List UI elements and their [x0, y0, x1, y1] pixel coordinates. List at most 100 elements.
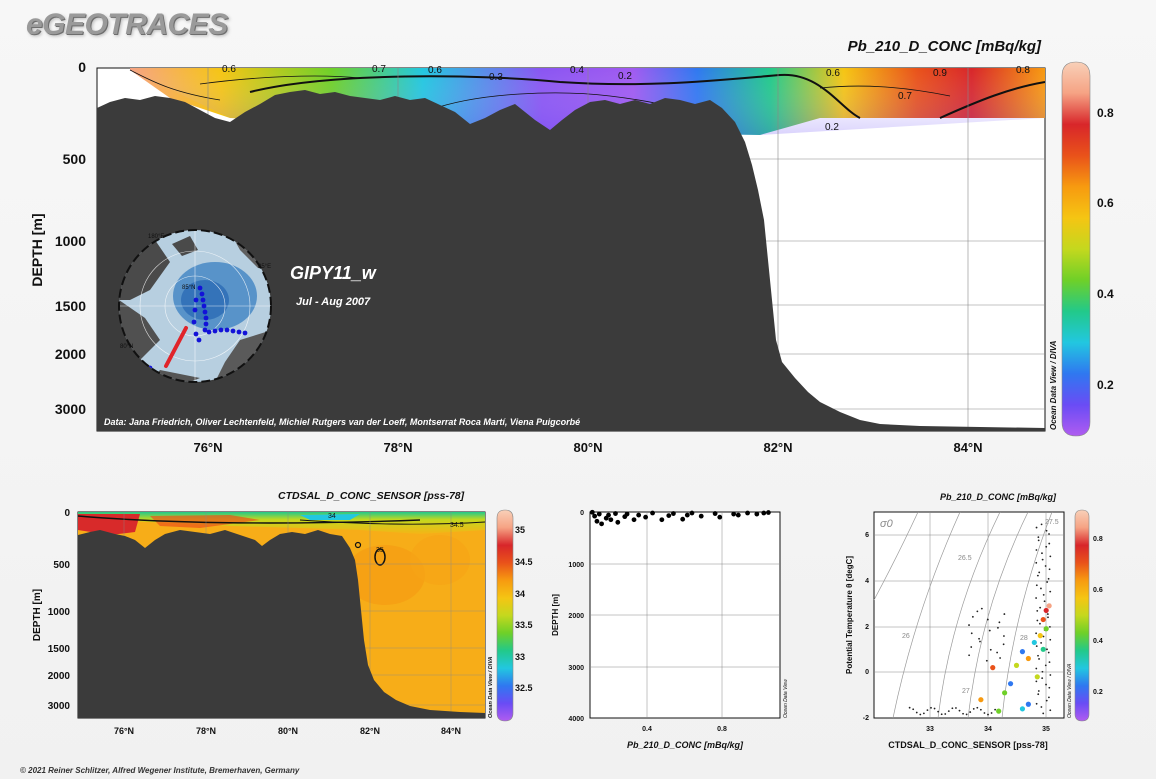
ts-background-point	[1047, 577, 1050, 580]
profile-point	[613, 511, 618, 516]
profile-point	[599, 521, 604, 527]
ts-background-point	[1041, 558, 1044, 561]
ts-point	[1031, 639, 1037, 646]
profile-point	[680, 516, 686, 522]
copyright: © 2021 Reiner Schlitzer, Alfred Wegener …	[20, 766, 300, 775]
ts-point	[1002, 690, 1008, 696]
svg-text:0: 0	[78, 59, 86, 75]
salinity-colorbar-ticks: 35 34.5 34 33.5 33 32.5	[515, 525, 533, 693]
profile-point	[766, 510, 771, 515]
profile-point	[636, 512, 642, 518]
ts-background-point	[1035, 584, 1038, 587]
ts-background-point	[994, 708, 997, 711]
profile-point	[592, 513, 598, 519]
profile-point	[608, 517, 614, 523]
ts-background-point	[1045, 529, 1048, 532]
profile-point	[712, 511, 718, 516]
salinity-bathymetry	[78, 530, 485, 718]
ts-background-point	[971, 615, 974, 618]
ts-background-point	[1041, 677, 1044, 680]
svg-text:1000: 1000	[48, 607, 71, 618]
svg-text:78°N: 78°N	[383, 440, 412, 455]
ts-background-point	[1041, 552, 1043, 555]
ts-background-point	[969, 711, 972, 713]
svg-text:78°N: 78°N	[196, 726, 216, 736]
ts-background-point	[1049, 555, 1052, 558]
ts-background-point	[1049, 638, 1052, 641]
svg-text:1500: 1500	[48, 644, 71, 655]
ts-background-point	[951, 707, 954, 710]
main-colorbar	[1061, 61, 1091, 437]
ts-background-point	[1035, 680, 1038, 683]
ts-background-point	[1044, 664, 1047, 667]
ts-scatter-plot: σ0 26 26.5 27 27.5 28 -2 0 2 4 6 33 34 3…	[845, 509, 1103, 750]
ts-point	[996, 708, 1002, 714]
ts-background-point	[1046, 648, 1048, 651]
svg-text:6: 6	[865, 532, 869, 539]
svg-text:33: 33	[515, 652, 525, 662]
svg-text:500: 500	[63, 151, 87, 167]
ts-background-point	[1037, 690, 1040, 692]
ts-background-point	[1040, 523, 1043, 526]
odv-credit: Ocean Data View / DIVA	[488, 657, 494, 718]
profile-x-label: Pb_210_D_CONC [mBq/kg]	[627, 740, 744, 750]
salinity-y-label: DEPTH [m]	[32, 589, 43, 641]
profile-point	[643, 514, 649, 520]
ts-background-point	[1037, 539, 1040, 542]
ts-background-point	[1043, 600, 1046, 603]
profile-scatter-plot: 0 1000 2000 3000 4000 0.4 0.8 DEPTH [m] …	[551, 509, 789, 750]
colorbar-gradient	[1061, 61, 1091, 437]
profile-points	[589, 509, 771, 527]
main-x-ticks: 76°N 78°N 80°N 82°N 84°N	[193, 440, 982, 455]
profile-point	[606, 512, 611, 518]
ts-background-point	[968, 654, 971, 657]
odv-credit: Ocean Data View / DIVA	[1049, 340, 1058, 430]
contour-label: 0.2	[618, 71, 632, 82]
profile-point	[615, 519, 621, 525]
svg-text:84°N: 84°N	[441, 726, 461, 736]
salinity-section-plot: 34 34.5 35 0 500 1000 1500 2000 3000 DEP…	[32, 508, 533, 736]
ts-background-point	[972, 707, 975, 710]
ts-point	[1046, 603, 1052, 609]
salinity-colorbar	[496, 509, 514, 722]
svg-text:27: 27	[962, 688, 970, 695]
map-label: 85°N	[182, 285, 195, 291]
ts-background-point	[1035, 597, 1038, 599]
ts-background-point	[970, 646, 973, 648]
svg-text:4000: 4000	[568, 716, 584, 723]
ts-background-point	[1040, 706, 1043, 708]
ts-background-point	[1037, 654, 1039, 657]
contour-label: 0.7	[372, 64, 386, 75]
ts-background-point	[1035, 645, 1038, 648]
profile-point	[624, 511, 630, 517]
ts-background-point	[996, 651, 999, 654]
svg-text:27.5: 27.5	[1045, 519, 1059, 526]
odv-credit: Ocean Data View / DIVA	[1067, 663, 1073, 718]
ts-point	[1043, 607, 1049, 614]
svg-text:32.5: 32.5	[515, 683, 533, 693]
contour-label: 0.7	[898, 91, 912, 102]
isopycnal-labels: σ0 26 26.5 27 27.5 28	[880, 518, 1059, 695]
ts-background-point	[947, 710, 950, 713]
ts-background-point	[1042, 593, 1045, 596]
ts-background-point	[1045, 683, 1047, 686]
ts-background-point	[1035, 632, 1038, 635]
ts-background-point	[965, 713, 968, 716]
svg-text:0: 0	[580, 510, 584, 517]
svg-text:2000: 2000	[55, 346, 86, 362]
ts-background-point	[933, 707, 936, 710]
svg-text:0.6: 0.6	[1097, 196, 1114, 210]
ts-background-point	[930, 706, 932, 709]
ts-plot-frame	[873, 511, 1065, 719]
map-label: 85°E	[258, 264, 271, 270]
ts-background-point	[1002, 643, 1005, 646]
ts-background-point	[1047, 616, 1049, 619]
ts-background-point	[997, 626, 999, 629]
svg-text:28: 28	[1020, 635, 1028, 642]
ts-x-ticks: 33 34 35	[926, 726, 1050, 733]
ts-background-point	[976, 610, 979, 613]
ts-background-point	[912, 708, 915, 711]
svg-text:80°N: 80°N	[573, 440, 602, 455]
ts-background-point	[1048, 661, 1051, 664]
ts-point	[1040, 646, 1046, 652]
